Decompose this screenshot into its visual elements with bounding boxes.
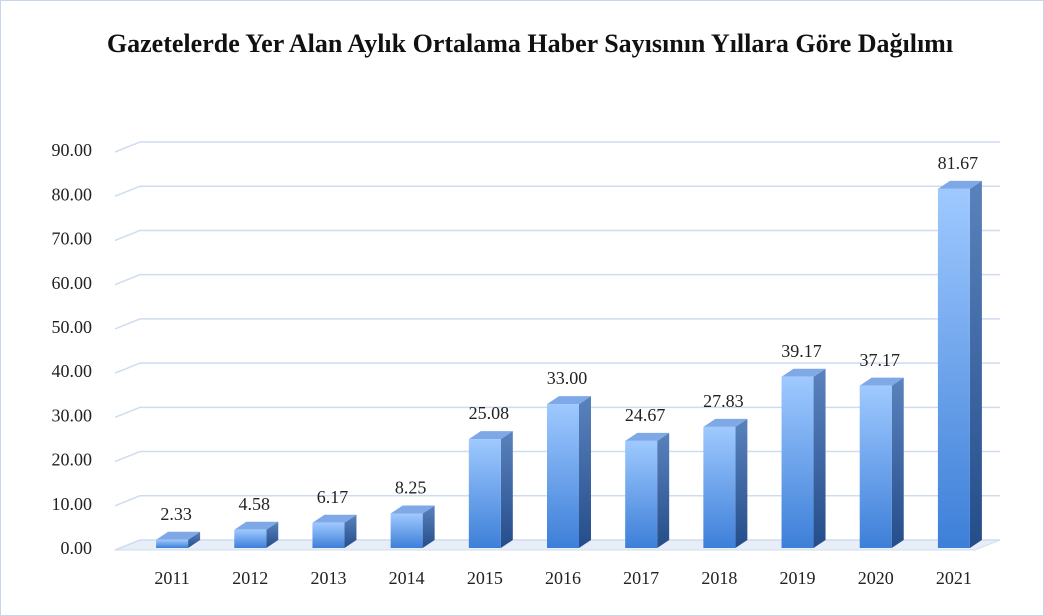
- bar-top: [234, 521, 279, 530]
- x-tick-label: 2019: [780, 568, 816, 588]
- bar-top: [390, 505, 435, 514]
- y-tick-label: 20.00: [52, 450, 93, 470]
- bar-top: [625, 432, 670, 441]
- grid-line: [114, 141, 1000, 153]
- y-tick-label: 40.00: [52, 361, 93, 381]
- value-label: 27.83: [703, 391, 744, 411]
- value-label: 6.17: [317, 487, 349, 507]
- x-tick-label: 2017: [623, 568, 659, 588]
- grid-line: [114, 362, 1000, 374]
- y-tick-label: 10.00: [52, 494, 93, 514]
- value-label: 39.17: [781, 341, 822, 361]
- bar-front: [312, 522, 345, 548]
- bar-side: [422, 505, 435, 548]
- bar-top: [312, 514, 357, 523]
- chart-title: Gazetelerde Yer Alan Aylık Ortalama Habe…: [106, 29, 954, 58]
- y-tick-label: 80.00: [52, 184, 93, 204]
- bar-side: [969, 180, 982, 549]
- bar: [234, 521, 279, 548]
- bar-top: [703, 418, 748, 427]
- bar-front: [937, 188, 970, 549]
- bar: [937, 180, 982, 549]
- bar-side: [657, 432, 670, 548]
- bar-front: [234, 529, 267, 548]
- bar-front: [156, 539, 189, 548]
- bar-top: [781, 368, 826, 377]
- bar-top: [937, 180, 982, 189]
- grid-line: [114, 406, 1000, 419]
- x-tick-label: 2021: [936, 568, 972, 588]
- bar-side: [500, 431, 513, 548]
- bar: [156, 531, 201, 548]
- x-tick-label: 2011: [154, 568, 189, 588]
- bar-top: [859, 377, 904, 386]
- bar-front: [468, 439, 501, 548]
- bar: [703, 418, 748, 548]
- bar-side: [579, 396, 591, 548]
- bar: [781, 368, 826, 548]
- bar-side: [344, 514, 357, 548]
- y-tick-label: 0.00: [61, 538, 93, 558]
- bar-top: [468, 431, 513, 440]
- x-tick-label: 2013: [310, 568, 346, 588]
- value-label: 4.58: [239, 494, 271, 514]
- value-label: 8.25: [395, 478, 427, 498]
- x-tick-label: 2020: [858, 568, 894, 588]
- x-tick-label: 2018: [701, 568, 737, 588]
- bar: [468, 431, 513, 548]
- bar-front: [781, 376, 814, 548]
- y-tick-label: 50.00: [52, 317, 93, 337]
- bar-front: [625, 440, 658, 548]
- x-tick-label: 2014: [389, 568, 425, 588]
- bar-front: [390, 513, 423, 548]
- y-tick-label: 90.00: [52, 140, 93, 160]
- bar: [859, 377, 904, 548]
- value-label: 25.08: [469, 403, 510, 423]
- y-tick-label: 30.00: [52, 405, 93, 425]
- value-label: 81.67: [938, 153, 979, 173]
- bar: [312, 514, 357, 548]
- value-label: 2.33: [160, 504, 192, 524]
- bar-side: [188, 531, 201, 548]
- bar-side: [735, 418, 748, 548]
- bar-front: [859, 385, 892, 548]
- grid-line: [114, 318, 1000, 330]
- bar: [547, 396, 591, 548]
- grid-line: [114, 185, 1000, 197]
- bar: [390, 505, 435, 548]
- x-tick-label: 2012: [232, 568, 268, 588]
- grid-line: [114, 229, 1000, 242]
- bar-side: [266, 521, 279, 548]
- value-label: 24.67: [625, 405, 666, 425]
- bar-front: [547, 404, 579, 548]
- bar-side: [813, 368, 826, 548]
- grid-line: [114, 273, 1000, 286]
- bar: [625, 432, 670, 548]
- x-tick-label: 2015: [467, 568, 503, 588]
- y-tick-label: 60.00: [52, 273, 93, 293]
- y-tick-label: 70.00: [52, 229, 93, 249]
- bar-front: [703, 426, 736, 548]
- bar-side: [891, 377, 904, 548]
- bar-top: [547, 396, 591, 405]
- value-label: 33.00: [547, 368, 588, 388]
- bar-top: [156, 531, 201, 540]
- x-tick-label: 2016: [545, 568, 581, 588]
- value-label: 37.17: [859, 350, 900, 370]
